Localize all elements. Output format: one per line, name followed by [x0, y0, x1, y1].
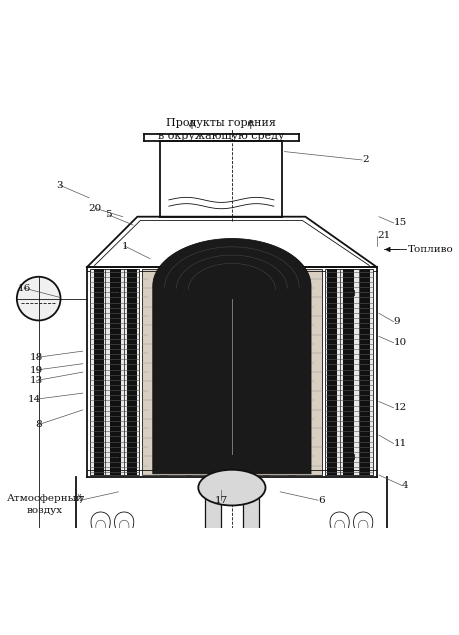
Bar: [97, 539, 128, 547]
Text: 10: 10: [394, 338, 407, 347]
Bar: [336, 539, 367, 547]
Bar: [94, 269, 105, 475]
Text: 14: 14: [28, 395, 41, 404]
Ellipse shape: [355, 548, 367, 564]
Text: 12: 12: [394, 403, 407, 412]
Ellipse shape: [97, 548, 109, 564]
Text: 17: 17: [215, 496, 228, 505]
Circle shape: [17, 277, 61, 321]
Bar: [127, 269, 137, 475]
Text: 21: 21: [377, 231, 390, 240]
Bar: [90, 269, 139, 475]
Text: 18: 18: [30, 353, 43, 362]
Text: 1: 1: [122, 241, 128, 251]
Text: 3: 3: [56, 181, 63, 190]
Bar: [325, 269, 374, 475]
Text: 16: 16: [17, 284, 31, 293]
Bar: [327, 269, 337, 475]
Text: 15: 15: [394, 218, 407, 227]
Text: 11: 11: [394, 439, 407, 448]
Text: 7: 7: [78, 496, 84, 505]
Text: 8: 8: [35, 420, 42, 429]
Bar: [142, 269, 322, 475]
Text: 6: 6: [318, 496, 325, 505]
Text: Продукты горения
в окружающую среду: Продукты горения в окружающую среду: [158, 118, 285, 141]
Ellipse shape: [116, 548, 128, 564]
Text: Атмосферный
воздух: Атмосферный воздух: [6, 494, 84, 515]
Bar: [111, 269, 121, 475]
Text: 19: 19: [30, 366, 43, 375]
Ellipse shape: [198, 470, 265, 505]
Text: 13: 13: [30, 376, 43, 385]
Text: 5: 5: [105, 210, 111, 219]
Text: Топливо: Топливо: [409, 245, 454, 254]
Bar: [205, 488, 221, 534]
Polygon shape: [153, 239, 311, 474]
Text: 4: 4: [402, 481, 409, 490]
Text: 9: 9: [394, 318, 400, 326]
Bar: [343, 269, 354, 475]
Text: 2: 2: [362, 156, 369, 164]
Ellipse shape: [336, 548, 348, 564]
Bar: [360, 269, 370, 475]
Text: 20: 20: [89, 204, 102, 213]
Bar: [243, 488, 259, 534]
